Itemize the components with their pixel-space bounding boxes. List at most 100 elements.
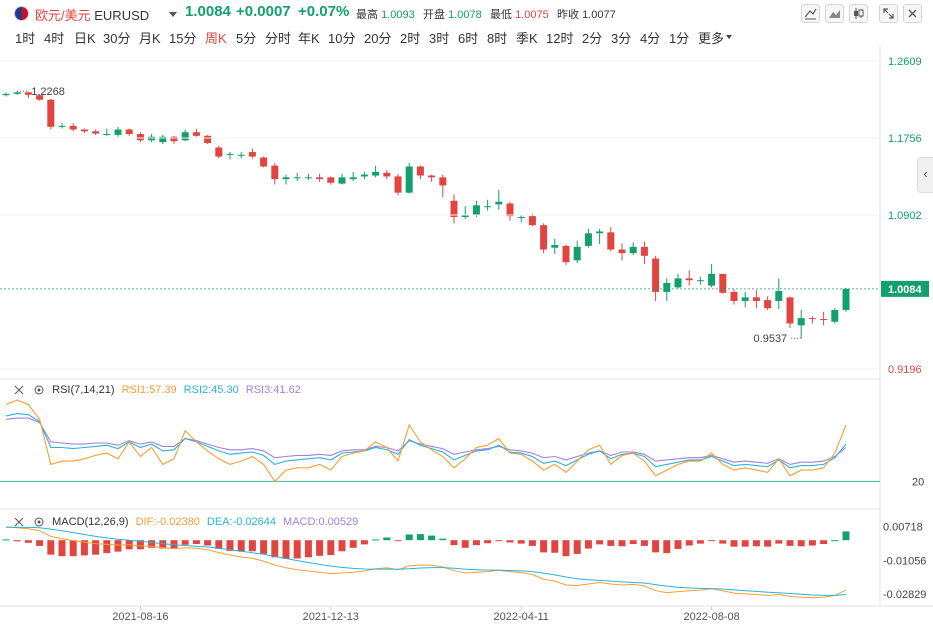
macd-histogram-bar <box>741 540 749 547</box>
close-icon[interactable] <box>14 385 24 395</box>
period-tab[interactable]: 1时 <box>15 31 36 46</box>
high-stat: 最高 1.0093 <box>356 6 415 22</box>
macd-histogram-bar <box>47 540 55 555</box>
close-icon[interactable] <box>903 4 922 23</box>
period-tab[interactable]: 1分 <box>669 31 690 46</box>
kline-chart[interactable]: 1.2268 0.9537 1.2609 1.1756 1.0902 0.9196 1.0… <box>0 46 933 627</box>
macd-histogram-bar <box>327 540 335 556</box>
period-tab-active[interactable]: 周K <box>205 31 227 46</box>
period-tab[interactable]: 4分 <box>640 31 661 46</box>
line-draw-icon[interactable] <box>801 4 820 23</box>
candle-body <box>394 176 402 193</box>
min-price-label: 0.9537 <box>754 333 788 345</box>
macd-histogram-bar <box>596 540 604 545</box>
candle-body <box>820 319 828 321</box>
low-value: 1.0075 <box>515 9 549 21</box>
period-tab[interactable]: 12时 <box>546 31 574 46</box>
candle-body <box>775 291 783 301</box>
rsi-title: RSI(7,14,21) <box>52 384 115 396</box>
period-tab[interactable]: 季K <box>516 31 538 46</box>
prev-close-label: 昨收 <box>557 9 579 21</box>
candle-body <box>159 136 167 143</box>
macd-histogram-bar <box>114 540 122 552</box>
rsi2-legend: RSI2:45.30 <box>183 384 239 396</box>
period-tab[interactable]: 分时 <box>265 31 292 46</box>
candle-body <box>495 201 503 205</box>
candle-body <box>271 165 279 180</box>
candle-body <box>148 136 156 141</box>
candle-body <box>360 174 368 177</box>
candle-body <box>719 273 727 293</box>
symbol-selector[interactable]: 欧元/美元 EURUSD <box>35 5 149 24</box>
macd-histogram-bar <box>708 540 716 542</box>
close-icon[interactable] <box>14 517 24 527</box>
candle-body <box>215 147 223 157</box>
candle-body <box>316 177 324 180</box>
period-tab[interactable]: 月K <box>139 31 161 46</box>
chevron-down-icon[interactable] <box>169 12 177 17</box>
candle-body <box>282 177 290 180</box>
candle-body <box>226 153 234 155</box>
candle-body <box>405 166 413 193</box>
period-tab[interactable]: 30分 <box>103 31 131 46</box>
macd-histogram-bar <box>372 539 380 541</box>
period-tab[interactable]: 3时 <box>429 31 450 46</box>
period-tab[interactable]: 年K <box>298 31 320 46</box>
chevron-left-icon[interactable]: ‹ <box>917 157 933 193</box>
candle-body <box>730 291 738 301</box>
macd-histogram-bar <box>730 540 738 547</box>
period-tab[interactable]: 6时 <box>458 31 479 46</box>
area-draw-icon[interactable] <box>825 4 844 23</box>
macd-histogram-bar <box>764 540 772 547</box>
macd-histogram-bar <box>24 540 32 543</box>
candle-body <box>92 131 100 134</box>
period-tab[interactable]: 5分 <box>236 31 257 46</box>
gear-icon[interactable] <box>33 384 45 396</box>
period-tabs: 1时 4时 日K 30分 月K 15分 周K 5分 分时 年K 10分 20分 … <box>0 26 933 46</box>
rsi3-legend: RSI3:41.62 <box>245 384 301 396</box>
candle-body <box>831 309 839 322</box>
candle-body <box>797 318 805 326</box>
period-tab[interactable]: 日K <box>74 31 96 46</box>
quote-header: 欧元/美元 EURUSD 1.0084 +0.0007 +0.07% 最高 1.… <box>0 0 933 26</box>
candle-body <box>764 300 772 309</box>
period-tab[interactable]: 8时 <box>487 31 508 46</box>
candle-body <box>237 154 245 156</box>
macd-histogram-bar <box>719 540 727 544</box>
period-tab[interactable]: 15分 <box>169 31 197 46</box>
fullscreen-icon[interactable] <box>879 4 898 23</box>
open-stat: 开盘 1.0078 <box>423 6 482 22</box>
candle-body <box>136 134 144 141</box>
period-tab[interactable]: 2时 <box>400 31 421 46</box>
current-price-label: 1.0084 <box>888 284 923 296</box>
open-label: 开盘 <box>423 9 445 21</box>
candle-body <box>114 129 122 135</box>
candle-body <box>416 166 424 176</box>
period-tab[interactable]: 3分 <box>611 31 632 46</box>
period-tab[interactable]: 20分 <box>364 31 392 46</box>
period-tab[interactable]: 2分 <box>582 31 603 46</box>
time-axis-label: 2021-12-13 <box>303 611 359 623</box>
macd-histogram-bar <box>237 540 245 552</box>
gear-icon[interactable] <box>33 516 45 528</box>
candle-body <box>472 205 480 216</box>
macd-histogram-bar <box>663 540 671 554</box>
macd-histogram-bar <box>450 540 458 546</box>
low-label: 最低 <box>490 9 512 21</box>
candle-body <box>428 175 436 178</box>
rsi2-line <box>5 413 847 469</box>
macd-histogram-bar <box>159 540 167 549</box>
period-tab[interactable]: 4时 <box>44 31 65 46</box>
price-axis-label: 1.2609 <box>888 56 922 68</box>
candle-body <box>181 132 189 141</box>
candle-body <box>752 297 760 301</box>
chevron-down-icon[interactable] <box>726 35 732 39</box>
macd-pane: 0.00718 -0.01056 -0.02829 <box>2 522 926 601</box>
rsi3-line <box>5 417 847 465</box>
candle-body <box>484 206 492 208</box>
period-tab[interactable]: 10分 <box>328 31 356 46</box>
macd-histogram-bar <box>103 540 111 554</box>
more-periods-button[interactable]: 更多 <box>698 31 725 46</box>
macd-histogram-bar <box>148 540 156 548</box>
candle-type-icon[interactable] <box>849 4 868 23</box>
